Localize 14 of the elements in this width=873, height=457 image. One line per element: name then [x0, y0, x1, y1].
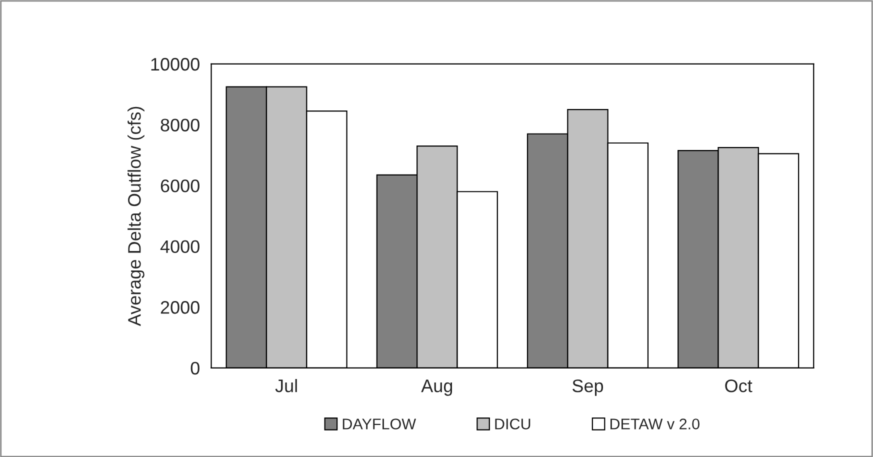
x-tick-label: Jul: [275, 378, 297, 392]
legend-label: DETAW v 2.0: [610, 418, 700, 430]
legend-label: DICU: [495, 418, 530, 430]
y-tick-label: 10000: [151, 58, 200, 71]
y-tick-label: 6000: [160, 179, 200, 192]
y-axis-title: Average Delta Outflow (cfs): [128, 106, 144, 326]
y-tick-label: 8000: [160, 118, 200, 132]
x-tick-label: Sep: [572, 379, 604, 396]
y-tick-label: 2000: [160, 301, 200, 314]
y-tick-label: 4000: [160, 240, 200, 254]
y-tick-label: 0: [190, 362, 200, 375]
legend-label: DAYFLOW: [342, 418, 416, 430]
x-tick-label: Oct: [725, 379, 752, 392]
x-tick-label: Aug: [421, 380, 452, 396]
